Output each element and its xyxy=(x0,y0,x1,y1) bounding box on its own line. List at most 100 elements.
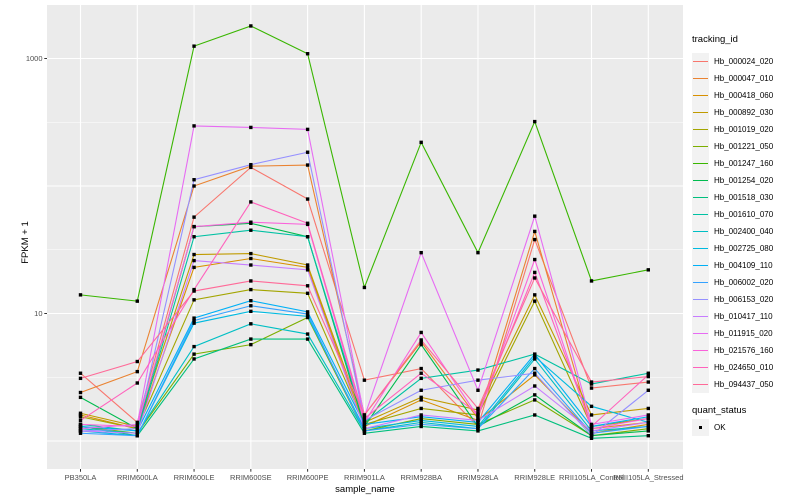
data-point xyxy=(362,418,367,423)
data-point xyxy=(305,150,310,154)
data-point xyxy=(646,416,650,421)
data-point xyxy=(589,386,594,390)
data-point xyxy=(78,395,83,400)
data-point xyxy=(78,426,83,431)
data-point xyxy=(249,287,253,292)
data-point xyxy=(646,420,650,425)
data-point xyxy=(135,434,139,438)
legend-line-swatch-icon xyxy=(693,128,708,131)
data-point xyxy=(476,429,480,433)
legend-key-point xyxy=(692,419,709,436)
legend-item-quant-ok: OK xyxy=(692,419,726,436)
data-point xyxy=(305,332,310,336)
data-point xyxy=(589,382,594,386)
data-point xyxy=(305,314,310,319)
data-point xyxy=(419,250,423,255)
data-point xyxy=(78,371,83,375)
legend-item-label: Hb_004109_110 xyxy=(714,261,773,270)
data-point xyxy=(476,406,480,411)
legend-item-Hb_002725_080: Hb_002725_080 xyxy=(692,240,773,257)
data-point xyxy=(589,413,594,417)
data-point xyxy=(476,368,480,372)
data-point xyxy=(476,418,480,423)
data-point xyxy=(589,426,594,431)
data-point xyxy=(135,424,139,429)
data-point xyxy=(192,44,196,48)
data-point xyxy=(646,424,650,429)
data-point xyxy=(419,406,423,411)
data-point xyxy=(646,422,650,427)
data-point xyxy=(533,299,537,303)
data-point xyxy=(476,413,480,417)
x-tick-label: RRII105LA_Control xyxy=(559,473,624,482)
data-point xyxy=(419,376,423,381)
legend-item-Hb_021576_160: Hb_021576_160 xyxy=(692,342,773,359)
x-tick-label: RRIM600LA xyxy=(117,473,158,482)
legend-item-label: Hb_021576_160 xyxy=(714,346,774,355)
data-point xyxy=(533,354,537,359)
data-point xyxy=(419,330,423,335)
legend-line-swatch-icon xyxy=(693,213,708,216)
data-point xyxy=(305,197,310,201)
legend-item-Hb_001019_020: Hb_001019_020 xyxy=(692,121,773,138)
legend-line-swatch-icon xyxy=(693,230,708,233)
legend-item-label: Hb_094437_050 xyxy=(714,380,774,389)
legend-line-swatch-icon xyxy=(693,111,708,114)
data-point xyxy=(589,429,594,433)
legend-item-Hb_011915_020: Hb_011915_020 xyxy=(692,325,773,342)
legend-key-line xyxy=(692,274,709,291)
data-point xyxy=(533,214,537,218)
data-point xyxy=(589,380,594,384)
x-tick-label: RRIM928BA xyxy=(400,473,442,482)
legend-item-label: Hb_010417_110 xyxy=(714,312,773,321)
data-point xyxy=(305,268,310,272)
data-point xyxy=(192,258,196,263)
data-point xyxy=(192,318,196,323)
data-point xyxy=(533,384,537,388)
data-point xyxy=(135,369,139,374)
data-point xyxy=(305,263,310,267)
data-point xyxy=(419,415,423,419)
data-point xyxy=(589,279,594,283)
data-point xyxy=(476,250,480,255)
legend-key-line xyxy=(692,172,709,189)
data-point xyxy=(419,398,423,402)
legend-key-line xyxy=(692,206,709,223)
data-point xyxy=(646,429,650,433)
data-point xyxy=(362,416,367,421)
data-point xyxy=(646,413,650,417)
x-tick-label: RRII105LA_Stressed xyxy=(613,473,683,482)
data-point xyxy=(419,416,423,421)
legend-key-line xyxy=(692,291,709,308)
data-point xyxy=(533,371,537,375)
data-point xyxy=(646,388,650,392)
x-axis-title: sample_name xyxy=(335,484,395,495)
data-point xyxy=(419,420,423,425)
data-point xyxy=(192,224,196,229)
data-point xyxy=(533,237,537,242)
data-point xyxy=(419,340,423,344)
legend-item-Hb_094437_050: Hb_094437_050 xyxy=(692,376,773,393)
data-point xyxy=(249,263,253,267)
data-point xyxy=(192,298,196,302)
data-point xyxy=(249,322,253,326)
data-point xyxy=(305,337,310,341)
x-tick-label: RRIM600SE xyxy=(230,473,272,482)
data-point xyxy=(533,393,537,397)
legend-line-swatch-icon xyxy=(693,281,708,284)
x-tick-label: RRIM901LA xyxy=(344,473,385,482)
legend-item-label: Hb_001221_050 xyxy=(714,142,774,151)
data-point xyxy=(305,163,310,167)
data-point xyxy=(135,359,139,364)
data-point xyxy=(646,268,650,272)
legend-key-line xyxy=(692,308,709,325)
data-point xyxy=(192,344,196,349)
y-tick-label: 1000 xyxy=(26,54,43,63)
legend-item-Hb_000892_030: Hb_000892_030 xyxy=(692,104,773,121)
legend-item-label: Hb_001247_160 xyxy=(714,159,774,168)
data-point xyxy=(533,366,537,371)
legend-item-Hb_000024_020: Hb_000024_020 xyxy=(692,53,773,70)
data-point xyxy=(135,381,139,385)
data-point xyxy=(419,422,423,427)
